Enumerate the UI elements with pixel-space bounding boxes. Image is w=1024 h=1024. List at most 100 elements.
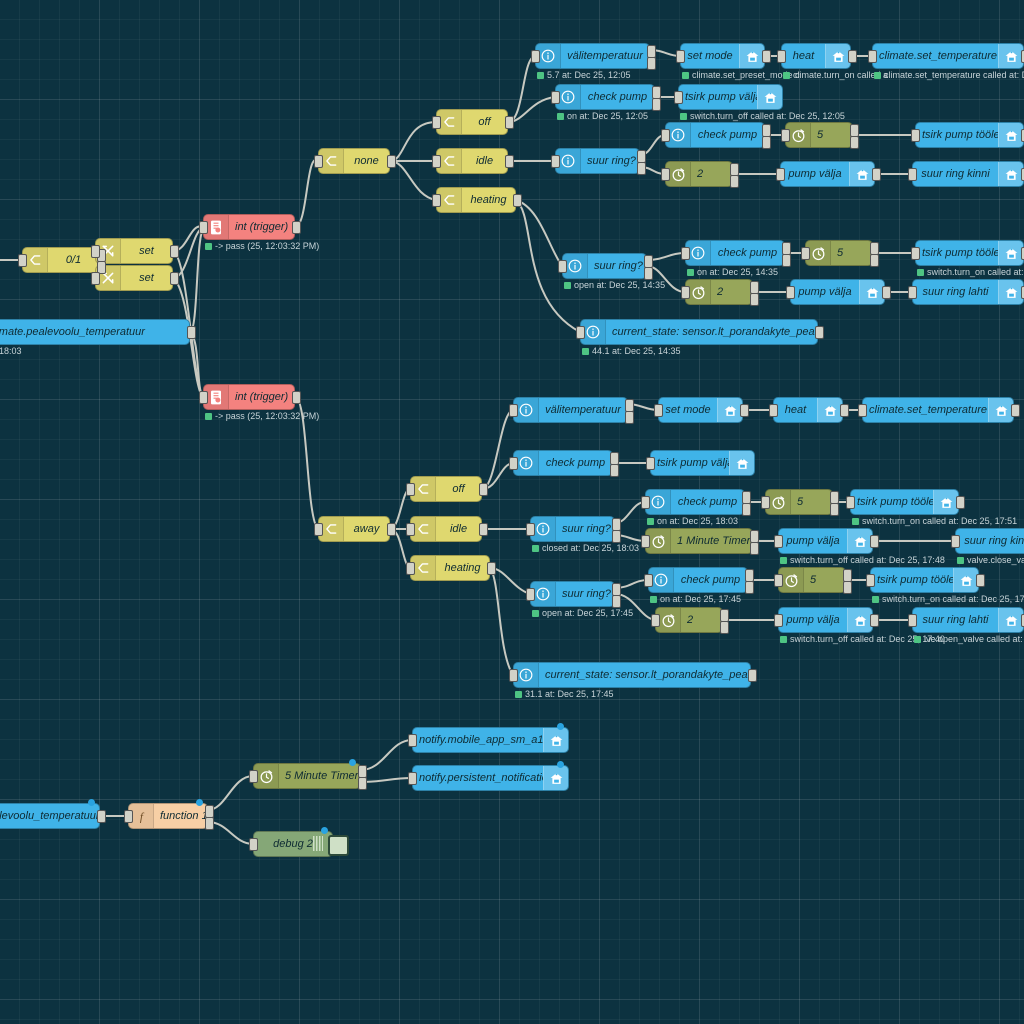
node-input-port[interactable] bbox=[406, 483, 415, 496]
node-n29[interactable]: 5 bbox=[805, 240, 873, 266]
node-n70[interactable]: ealevoolu_temperatuur bbox=[0, 803, 100, 829]
node-n22[interactable]: 5 bbox=[785, 122, 853, 148]
node-n55[interactable]: pump välja bbox=[778, 528, 873, 554]
node-input-port[interactable] bbox=[641, 496, 650, 509]
node-output-port[interactable] bbox=[652, 98, 661, 111]
node-input-port[interactable] bbox=[908, 168, 917, 181]
node-input-port[interactable] bbox=[651, 614, 660, 627]
wire[interactable] bbox=[481, 409, 514, 490]
node-n12[interactable]: idle bbox=[436, 148, 508, 174]
node-n44[interactable]: välitemperatuur bbox=[513, 397, 628, 423]
node-output-port[interactable] bbox=[612, 595, 621, 608]
wire[interactable] bbox=[515, 199, 563, 267]
node-n26[interactable]: suur ring kinni bbox=[912, 161, 1024, 187]
node-output-port[interactable] bbox=[205, 817, 214, 830]
node-input-port[interactable] bbox=[646, 457, 655, 470]
node-output-port[interactable] bbox=[748, 669, 757, 682]
node-output-port[interactable] bbox=[479, 483, 488, 496]
node-input-port[interactable] bbox=[551, 155, 560, 168]
node-n14[interactable]: välitemperatuur bbox=[535, 43, 650, 69]
node-output-port[interactable] bbox=[730, 175, 739, 188]
wire[interactable] bbox=[389, 160, 437, 201]
node-n34[interactable]: current_state: sensor.lt_porandakyte_pea… bbox=[580, 319, 818, 345]
node-input-port[interactable] bbox=[408, 734, 417, 747]
node-n25[interactable]: pump välja bbox=[780, 161, 875, 187]
node-n27[interactable]: suur ring? bbox=[562, 253, 647, 279]
node-n60[interactable]: tsirk pump tööle bbox=[870, 567, 979, 593]
node-input-port[interactable] bbox=[509, 669, 518, 682]
node-n13[interactable]: heating bbox=[436, 187, 516, 213]
node-output-port[interactable] bbox=[882, 286, 891, 299]
node-n18[interactable]: check pump bbox=[555, 84, 655, 110]
node-output-port[interactable] bbox=[720, 621, 729, 634]
wire[interactable] bbox=[189, 331, 204, 400]
node-input-port[interactable] bbox=[558, 260, 567, 273]
node-output-port[interactable] bbox=[750, 542, 759, 555]
node-input-port[interactable] bbox=[661, 168, 670, 181]
node-n73[interactable]: notify.mobile_app_sm_a146p bbox=[412, 727, 569, 753]
node-n15[interactable]: set mode bbox=[680, 43, 765, 69]
node-n63[interactable]: suur ring lahti bbox=[912, 607, 1024, 633]
node-input-port[interactable] bbox=[681, 247, 690, 260]
node-output-port[interactable] bbox=[644, 267, 653, 280]
node-input-port[interactable] bbox=[199, 391, 208, 404]
node-output-port[interactable] bbox=[782, 254, 791, 267]
node-input-port[interactable] bbox=[199, 221, 208, 234]
node-output-port[interactable] bbox=[815, 326, 824, 339]
node-input-port[interactable] bbox=[531, 50, 540, 63]
node-n19[interactable]: tsirk pump välja bbox=[678, 84, 783, 110]
wire[interactable] bbox=[389, 121, 437, 162]
node-input-port[interactable] bbox=[868, 50, 877, 63]
node-n02[interactable]: set bbox=[95, 238, 173, 264]
node-input-port[interactable] bbox=[432, 194, 441, 207]
node-input-port[interactable] bbox=[951, 535, 960, 548]
node-input-port[interactable] bbox=[774, 614, 783, 627]
node-input-port[interactable] bbox=[654, 404, 663, 417]
node-input-port[interactable] bbox=[249, 838, 258, 851]
node-output-port[interactable] bbox=[762, 50, 771, 63]
node-output-port[interactable] bbox=[872, 168, 881, 181]
node-input-port[interactable] bbox=[432, 116, 441, 129]
node-output-port[interactable] bbox=[870, 614, 879, 627]
node-input-port[interactable] bbox=[551, 91, 560, 104]
node-output-port[interactable] bbox=[513, 194, 522, 207]
node-output-port[interactable] bbox=[1021, 614, 1024, 627]
node-output-port[interactable] bbox=[97, 810, 106, 823]
node-n32[interactable]: pump välja bbox=[790, 279, 885, 305]
node-output-port[interactable] bbox=[187, 326, 196, 339]
node-output-port[interactable] bbox=[387, 523, 396, 536]
node-output-port[interactable] bbox=[1021, 168, 1024, 181]
node-output-port[interactable] bbox=[976, 574, 985, 587]
node-input-port[interactable] bbox=[911, 247, 920, 260]
node-input-port[interactable] bbox=[774, 574, 783, 587]
node-n33[interactable]: suur ring lahti bbox=[912, 279, 1024, 305]
node-n04[interactable]: ate: climate.pealevoolu_temperatuur bbox=[0, 319, 190, 345]
node-n30[interactable]: tsirk pump tööle bbox=[915, 240, 1024, 266]
node-n56[interactable]: suur ring kinni bbox=[955, 528, 1024, 554]
node-n11[interactable]: off bbox=[436, 109, 508, 135]
node-input-port[interactable] bbox=[781, 129, 790, 142]
node-input-port[interactable] bbox=[761, 496, 770, 509]
node-output-port[interactable] bbox=[850, 136, 859, 149]
node-n28[interactable]: check pump bbox=[685, 240, 785, 266]
node-n62[interactable]: pump välja bbox=[778, 607, 873, 633]
node-input-port[interactable] bbox=[526, 523, 535, 536]
node-input-port[interactable] bbox=[91, 272, 100, 285]
node-n57[interactable]: suur ring? bbox=[530, 581, 615, 607]
node-input-port[interactable] bbox=[18, 254, 27, 267]
node-output-port[interactable] bbox=[742, 503, 751, 516]
node-input-port[interactable] bbox=[641, 535, 650, 548]
node-n45[interactable]: set mode bbox=[658, 397, 743, 423]
node-output-port[interactable] bbox=[610, 464, 619, 477]
node-n50[interactable]: suur ring? bbox=[530, 516, 615, 542]
node-output-port[interactable] bbox=[170, 272, 179, 285]
node-output-port[interactable] bbox=[745, 581, 754, 594]
node-n03[interactable]: set bbox=[95, 265, 173, 291]
wire[interactable] bbox=[489, 567, 514, 676]
node-output-port[interactable] bbox=[387, 155, 396, 168]
node-input-port[interactable] bbox=[406, 523, 415, 536]
node-n40[interactable]: away bbox=[318, 516, 390, 542]
node-n51[interactable]: check pump bbox=[645, 489, 745, 515]
node-output-port[interactable] bbox=[612, 530, 621, 543]
node-n10[interactable]: none bbox=[318, 148, 390, 174]
